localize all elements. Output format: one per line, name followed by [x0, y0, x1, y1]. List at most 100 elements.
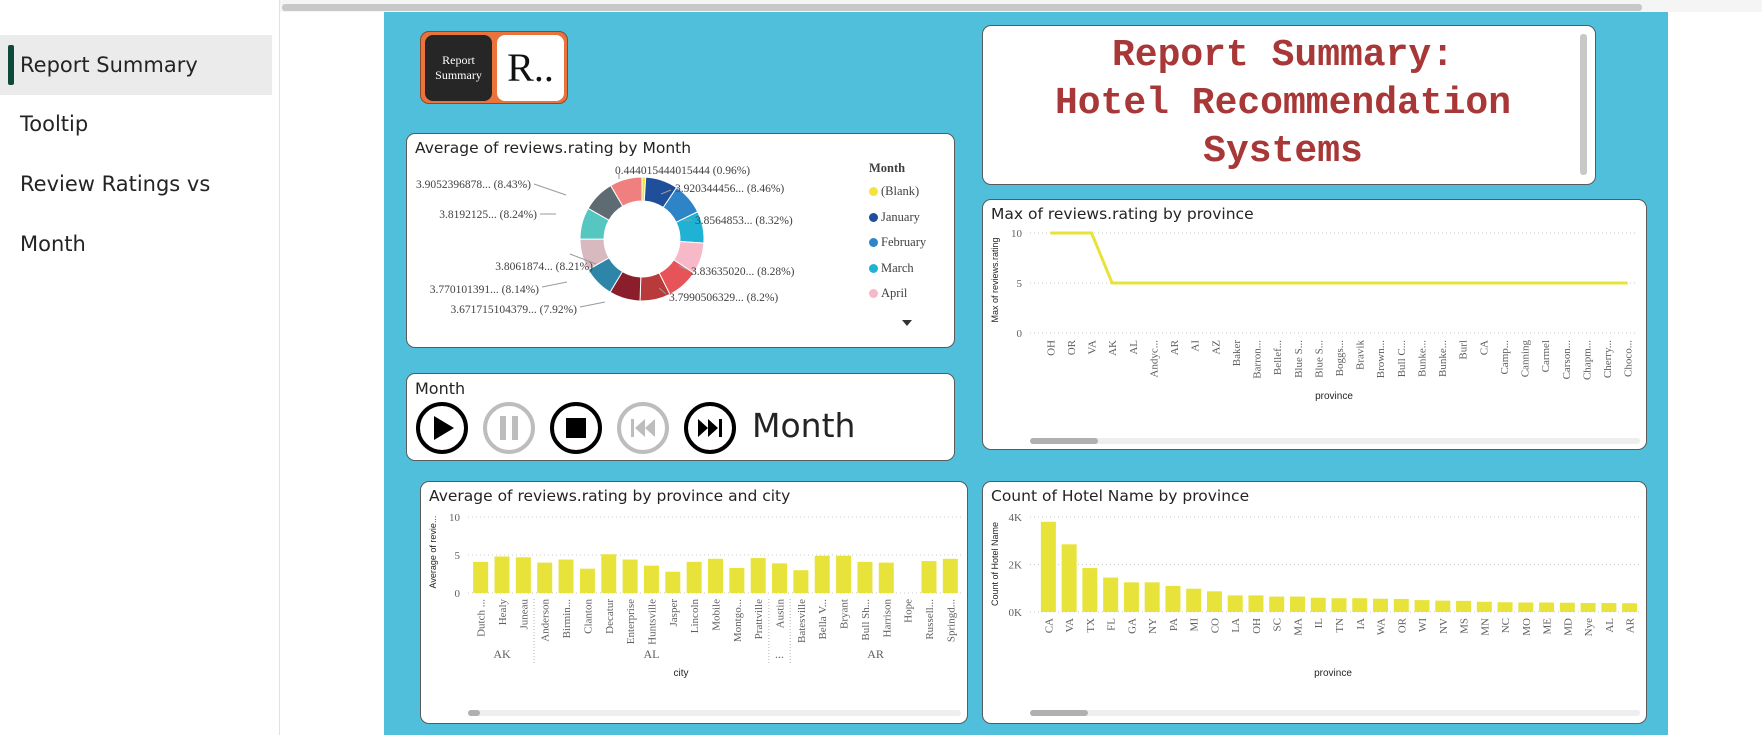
legend-more-icon[interactable] [902, 320, 912, 326]
donut-leader-3 [678, 265, 689, 271]
x-tick-label-21: CA [1478, 340, 1490, 355]
bar-6 [1165, 585, 1181, 612]
legend-item-blank[interactable]: (Blank) [869, 179, 926, 205]
province-bar-chart-card: Count of Hotel Name by province 4K 2K 0K CA… [982, 481, 1647, 724]
bar-15 [1352, 598, 1368, 612]
nav-item-review-ratings-vs-month[interactable]: Review Ratings vs Month [20, 172, 211, 256]
title-line-2: Hotel Recommendation [1054, 82, 1512, 125]
y-tick-label-2: 0 [1017, 328, 1023, 340]
donut-leader-5 [579, 301, 606, 308]
pause-button[interactable] [483, 402, 535, 454]
bar-10 [686, 561, 702, 593]
legend-item-april[interactable]: April [869, 281, 926, 307]
bar-0 [1040, 521, 1056, 612]
x-tick-label-12: MA [1292, 618, 1304, 636]
stop-button[interactable] [550, 402, 602, 454]
x-tick-label-4: Birmin... [561, 599, 573, 639]
x-tick-label-1: Healy [497, 599, 509, 626]
bar-16 [1373, 598, 1389, 612]
bar-3 [537, 562, 553, 593]
next-button[interactable] [684, 402, 736, 454]
play-button[interactable] [416, 402, 468, 454]
legend-label: (Blank) [881, 184, 920, 199]
legend-item-january[interactable]: January [869, 205, 926, 231]
group-label-2: ... [775, 647, 784, 661]
x-tick-label-10: Lincoln [689, 599, 701, 634]
report-canvas: Report Summary R.. Report Summary: Hotel… [384, 12, 1668, 735]
report-summary-button[interactable]: Report Summary [425, 35, 492, 101]
legend-label: January [881, 209, 920, 224]
bar-19 [1435, 600, 1451, 612]
previous-button[interactable] [617, 402, 669, 454]
bar-16 [814, 555, 830, 593]
x-tick-label-7: AI [1190, 340, 1202, 352]
group-label-3: AR [867, 647, 884, 661]
donut-data-label-3: 3.83635020... (8.28%) [691, 266, 795, 278]
x-tick-label-11: SC [1272, 618, 1284, 631]
x-tick-label-5: Andyc... [1148, 340, 1160, 378]
x-tick-label-19: Harrison [881, 599, 893, 638]
bar-7 [622, 559, 638, 593]
x-tick-label-20: MS [1459, 618, 1471, 634]
donut-chart-card: Average of reviews.rating by Month 0.444… [406, 133, 955, 348]
bar-5 [579, 568, 595, 593]
x-axis-title: city [674, 668, 689, 679]
line-chart-title: Max of reviews.rating by province [991, 205, 1254, 223]
nav-item-tooltip[interactable]: Tooltip [20, 112, 89, 136]
bar-22 [1497, 602, 1513, 612]
x-tick-label-3: Anderson [540, 599, 552, 642]
bar-20 [1456, 600, 1472, 612]
y-tick-label-1: 2K [1009, 560, 1023, 572]
province-bar-chart-scrollbar[interactable] [1030, 710, 1640, 716]
legend-swatch [869, 263, 878, 273]
x-tick-label-8: CO [1209, 618, 1221, 633]
x-tick-label-25: MD [1562, 618, 1574, 636]
bar-26 [1580, 602, 1596, 612]
x-tick-label-22: NC [1500, 618, 1512, 633]
y-tick-label-0: 10 [1011, 228, 1023, 240]
line-chart-scrollbar[interactable] [1030, 438, 1640, 444]
donut-data-label-7: 3.8061874... (8.21%) [495, 261, 593, 273]
donut-leader-4 [658, 287, 667, 295]
legend-swatch [869, 212, 878, 222]
city-bar-chart-scrollbar[interactable] [468, 710, 961, 716]
city-bar-chart-title: Average of reviews.rating by province an… [429, 487, 791, 505]
horizontal-scrollbar[interactable] [282, 4, 1642, 11]
donut-data-label-9: 3.9052396878... (8.43%) [416, 179, 531, 191]
r-button[interactable]: R.. [497, 35, 564, 101]
bar-25 [1559, 602, 1575, 612]
line-chart: 10 5 0 OH OR VA AK AL Andyc... AR AI AZ Baker Barron.… [990, 228, 1638, 402]
x-tick-label-24: Carmel [1540, 340, 1552, 372]
legend-title: Month [869, 161, 906, 175]
donut-leader-6 [541, 281, 568, 288]
play-axis-title: Month [415, 379, 466, 398]
x-tick-label-15: IA [1355, 618, 1367, 630]
bar-7 [1186, 588, 1202, 612]
y-tick-label-2: 0K [1009, 607, 1023, 619]
title-line-3: Systems [1203, 130, 1363, 173]
x-tick-label-3: FL [1106, 618, 1118, 631]
donut-leader-7 [569, 253, 597, 265]
nav-item-report-summary[interactable]: Report Summary [0, 35, 272, 95]
x-tick-label-13: Prattville [753, 599, 765, 639]
x-tick-label-28: AR [1625, 617, 1637, 633]
group-label-1: AL [643, 647, 659, 661]
x-tick-label-23: Canning [1520, 340, 1532, 378]
x-tick-label-9: Baker [1231, 340, 1243, 367]
title-box-scrollbar[interactable] [1580, 34, 1587, 175]
x-tick-label-17: OR [1396, 617, 1408, 633]
x-tick-label-6: Decatur [604, 599, 616, 634]
x-tick-label-16: WA [1376, 618, 1388, 635]
legend-item-march[interactable]: March [869, 256, 926, 282]
donut-data-label-6: 3.770101391... (8.14%) [430, 284, 539, 296]
x-tick-label-10: OH [1251, 618, 1263, 634]
x-tick-label-11: Mobile [711, 599, 723, 631]
legend-item-february[interactable]: February [869, 230, 926, 256]
x-tick-label-28: Choco... [1623, 340, 1635, 377]
y-axis-title: Count of Hotel Name [990, 522, 1000, 606]
x-tick-label-9: LA [1230, 618, 1242, 633]
bar-28 [1622, 603, 1638, 612]
line-series [1050, 231, 1628, 285]
bar-13 [1310, 597, 1326, 612]
bar-3 [1103, 577, 1119, 612]
